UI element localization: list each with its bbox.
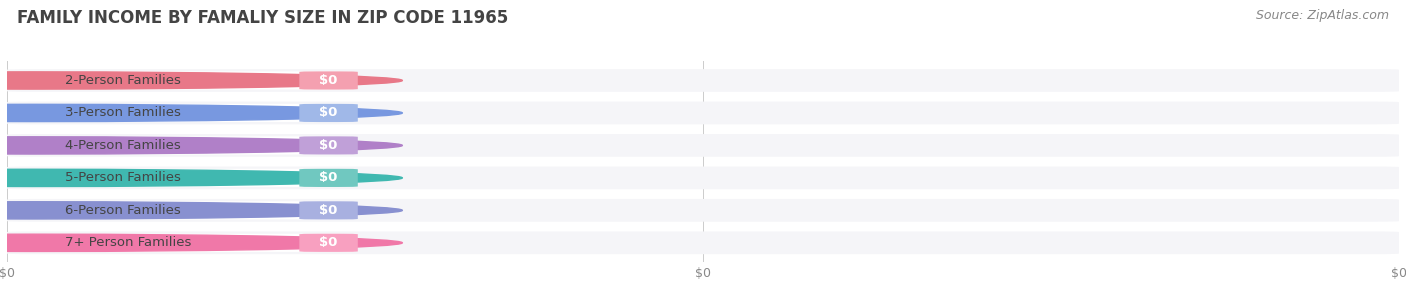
Text: 3-Person Families: 3-Person Families xyxy=(66,106,181,120)
Text: Source: ZipAtlas.com: Source: ZipAtlas.com xyxy=(1256,9,1389,22)
Text: $0: $0 xyxy=(319,74,337,87)
FancyBboxPatch shape xyxy=(42,201,354,219)
Text: 6-Person Families: 6-Person Families xyxy=(66,204,181,217)
Text: $0: $0 xyxy=(319,204,337,217)
FancyBboxPatch shape xyxy=(299,104,357,122)
Text: FAMILY INCOME BY FAMALIY SIZE IN ZIP CODE 11965: FAMILY INCOME BY FAMALIY SIZE IN ZIP COD… xyxy=(17,9,508,27)
Circle shape xyxy=(0,104,402,122)
FancyBboxPatch shape xyxy=(42,104,354,122)
FancyBboxPatch shape xyxy=(7,69,1399,92)
FancyBboxPatch shape xyxy=(299,234,357,252)
FancyBboxPatch shape xyxy=(42,234,354,252)
FancyBboxPatch shape xyxy=(299,136,357,155)
Circle shape xyxy=(0,137,402,154)
FancyBboxPatch shape xyxy=(299,201,357,219)
Circle shape xyxy=(0,72,402,89)
FancyBboxPatch shape xyxy=(42,136,354,155)
Text: $0: $0 xyxy=(319,139,337,152)
Circle shape xyxy=(0,202,402,219)
FancyBboxPatch shape xyxy=(7,134,1399,157)
FancyBboxPatch shape xyxy=(42,169,354,187)
Text: $0: $0 xyxy=(319,236,337,249)
FancyBboxPatch shape xyxy=(7,167,1399,189)
FancyBboxPatch shape xyxy=(7,231,1399,254)
Text: 7+ Person Families: 7+ Person Families xyxy=(66,236,191,249)
FancyBboxPatch shape xyxy=(299,169,357,187)
Circle shape xyxy=(0,234,402,251)
FancyBboxPatch shape xyxy=(299,71,357,90)
FancyBboxPatch shape xyxy=(7,102,1399,124)
Text: 5-Person Families: 5-Person Families xyxy=(66,171,181,185)
Text: 4-Person Families: 4-Person Families xyxy=(66,139,181,152)
Text: $0: $0 xyxy=(319,171,337,185)
FancyBboxPatch shape xyxy=(7,199,1399,222)
Text: 2-Person Families: 2-Person Families xyxy=(66,74,181,87)
Circle shape xyxy=(0,169,402,187)
FancyBboxPatch shape xyxy=(42,71,354,90)
Text: $0: $0 xyxy=(319,106,337,120)
